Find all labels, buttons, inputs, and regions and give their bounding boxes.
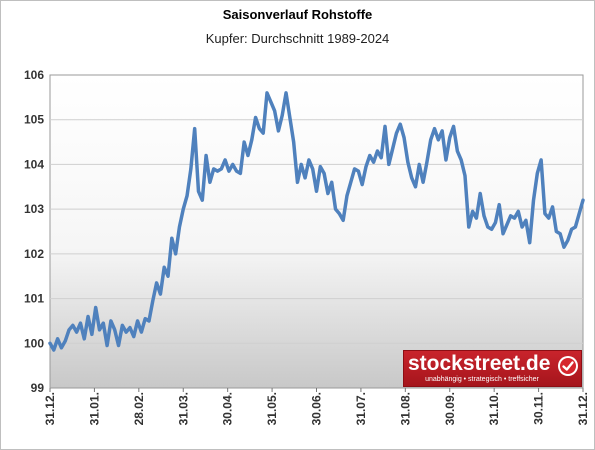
y-tick-label: 99 [31,381,45,395]
x-tick-label: 31.07. [354,392,368,425]
series-line [48,91,585,352]
x-tick-label: 30.06. [310,392,324,425]
gridlines [50,119,583,344]
x-tick-label: 30.09. [443,392,457,425]
logo-name: stockstreet.de [408,352,551,375]
x-tick-label: 31.12. [43,392,57,425]
y-axis: 99 100 101 102 103 104 105 106 [24,68,44,395]
y-tick-label: 101 [24,292,44,306]
logo-tagline: unabhängig • strategisch • treffsicher [425,376,539,383]
x-tick-label: 30.04. [221,392,235,425]
chart-subtitle: Kupfer: Durchschnitt 1989-2024 [205,31,390,46]
y-tick-label: 105 [24,113,44,127]
x-tick-label: 31.10. [487,392,501,425]
y-tick-label: 100 [24,336,44,350]
chart-title: Saisonverlauf Rohstoffe [222,7,373,22]
y-tick-label: 102 [24,247,44,261]
y-tick-label: 106 [24,68,44,82]
x-tick-label: 31.08. [398,392,412,425]
x-tick-label: 31.05. [265,392,279,425]
plot-area [49,74,584,389]
x-axis: 31.12. 31.01. 28.02. 31.03. 30.04. 31.05. 30.0… [43,388,590,425]
checkmark-icon [558,356,578,376]
stockstreet-logo: stockstreet.de unabhängig • strategisch … [403,350,582,387]
x-tick-label: 30.11. [532,392,546,425]
y-tick-label: 104 [24,157,44,171]
x-tick-label: 31.12. [576,392,590,425]
x-tick-label: 31.03. [176,392,190,425]
x-tick-label: 28.02. [132,392,146,425]
y-tick-label: 103 [24,202,44,216]
x-tick-label: 31.01. [87,392,101,425]
